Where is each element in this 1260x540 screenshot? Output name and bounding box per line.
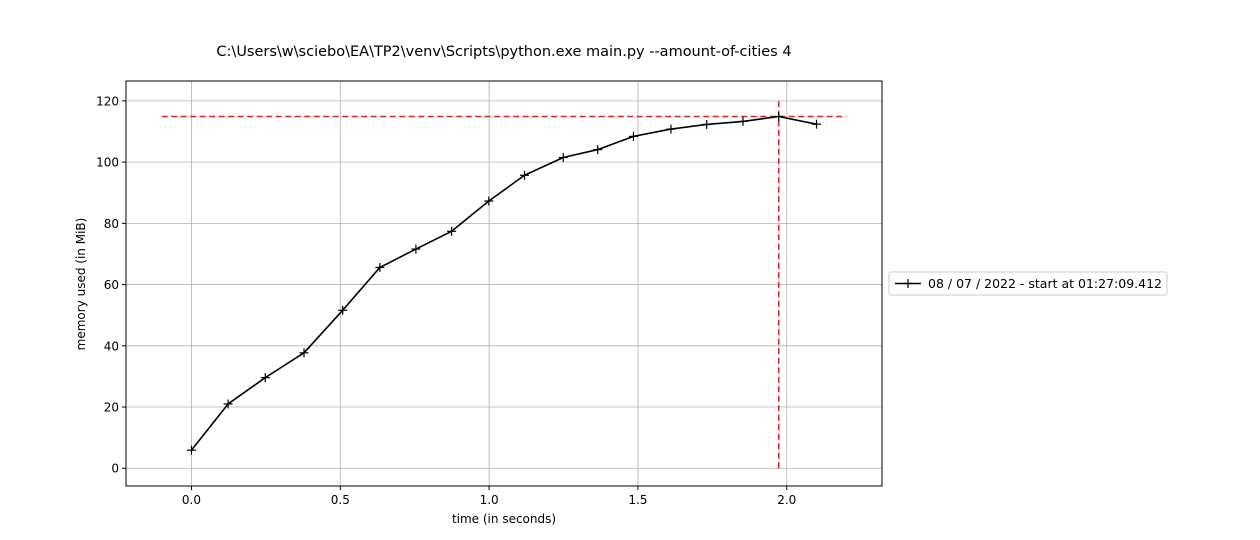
- legend-entry-label: 08 / 07 / 2022 - start at 01:27:09.412: [928, 276, 1162, 291]
- data-series: [186, 112, 822, 455]
- data-point-marker: [484, 196, 494, 206]
- data-point-marker: [299, 348, 309, 358]
- data-point-marker: [223, 399, 233, 409]
- x-tick-label: 1.5: [628, 493, 647, 507]
- data-point-marker: [702, 119, 712, 129]
- series-line: [190, 115, 817, 451]
- data-point-marker: [411, 244, 421, 254]
- data-point-marker: [738, 116, 748, 126]
- legend-marker-plus: [903, 279, 913, 288]
- data-point-marker: [628, 131, 638, 141]
- x-tick-label: 1.0: [480, 493, 499, 507]
- data-point-marker: [447, 226, 457, 236]
- data-point-marker: [558, 153, 568, 163]
- x-axis-ticks: 0.0 0.5 1.0 1.5 2.0: [182, 486, 796, 507]
- data-point-marker: [375, 262, 385, 272]
- data-point-marker: [186, 445, 196, 455]
- grid-lines: [126, 81, 882, 486]
- legend-frame: [888, 271, 1168, 296]
- y-tick-label: 120: [96, 94, 119, 108]
- data-point-marker: [520, 170, 530, 180]
- y-tick-label: 100: [96, 156, 119, 170]
- y-axis-ticks: 0 20 40 60 80 100 120: [96, 94, 126, 476]
- reference-lines: [161, 100, 847, 469]
- y-tick-label: 0: [111, 462, 119, 476]
- x-tick-label: 0.0: [182, 493, 201, 507]
- x-tick-label: 2.0: [777, 493, 796, 507]
- chart-title: C:\Users\w\sciebo\EA\TP2\venv\Scripts\py…: [216, 44, 791, 60]
- data-point-marker: [774, 112, 784, 122]
- y-tick-label: 40: [104, 339, 119, 353]
- legend: 08 / 07 / 2022 - start at 01:27:09.412: [888, 271, 1168, 296]
- data-point-marker: [812, 119, 822, 129]
- data-point-marker: [338, 305, 348, 315]
- y-tick-label: 80: [104, 217, 119, 231]
- x-tick-label: 0.5: [331, 493, 350, 507]
- data-point-marker: [593, 145, 603, 155]
- y-tick-label: 20: [104, 401, 119, 415]
- data-point-marker: [260, 373, 270, 383]
- y-tick-label: 60: [104, 278, 119, 292]
- x-axis-label: time (in seconds): [452, 512, 556, 526]
- plot-area-frame: [125, 80, 883, 487]
- y-axis-label: memory used (in MiB): [74, 218, 88, 351]
- data-point-marker: [666, 124, 676, 134]
